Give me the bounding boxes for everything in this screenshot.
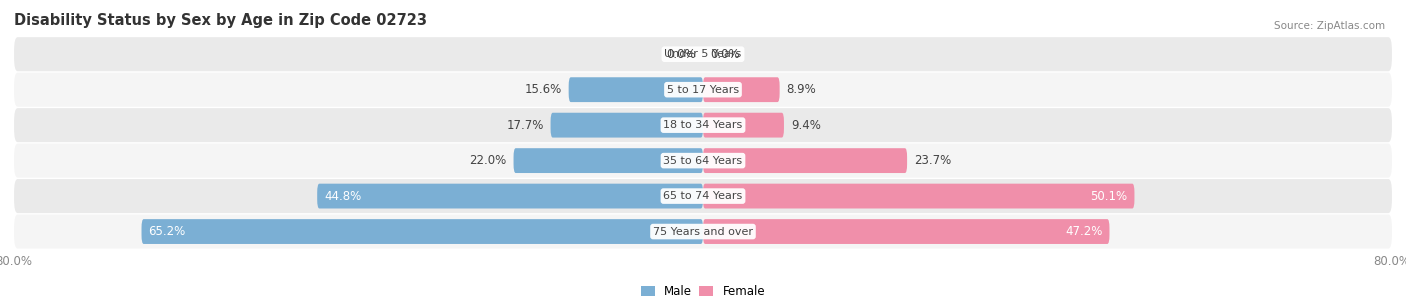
Text: Under 5 Years: Under 5 Years [665,49,741,59]
Text: 44.8%: 44.8% [323,190,361,202]
Text: 0.0%: 0.0% [710,48,740,61]
Text: 35 to 64 Years: 35 to 64 Years [664,156,742,166]
Text: 18 to 34 Years: 18 to 34 Years [664,120,742,130]
FancyBboxPatch shape [703,77,780,102]
FancyBboxPatch shape [513,148,703,173]
FancyBboxPatch shape [568,77,703,102]
Text: 65 to 74 Years: 65 to 74 Years [664,191,742,201]
Text: Source: ZipAtlas.com: Source: ZipAtlas.com [1274,21,1385,31]
FancyBboxPatch shape [703,219,1109,244]
Text: 23.7%: 23.7% [914,154,952,167]
FancyBboxPatch shape [318,184,703,209]
Text: Disability Status by Sex by Age in Zip Code 02723: Disability Status by Sex by Age in Zip C… [14,13,427,28]
Text: 50.1%: 50.1% [1091,190,1128,202]
FancyBboxPatch shape [703,184,1135,209]
FancyBboxPatch shape [703,148,907,173]
Text: 5 to 17 Years: 5 to 17 Years [666,85,740,95]
FancyBboxPatch shape [703,113,785,137]
Text: 47.2%: 47.2% [1066,225,1102,238]
Text: 8.9%: 8.9% [786,83,817,96]
Text: 22.0%: 22.0% [470,154,506,167]
FancyBboxPatch shape [14,108,1392,142]
FancyBboxPatch shape [142,219,703,244]
FancyBboxPatch shape [14,215,1392,249]
FancyBboxPatch shape [14,143,1392,178]
Text: 15.6%: 15.6% [524,83,562,96]
FancyBboxPatch shape [14,73,1392,107]
Text: 65.2%: 65.2% [149,225,186,238]
Text: 0.0%: 0.0% [666,48,696,61]
FancyBboxPatch shape [14,37,1392,71]
Text: 75 Years and over: 75 Years and over [652,226,754,237]
Legend: Male, Female: Male, Female [636,281,770,303]
FancyBboxPatch shape [551,113,703,137]
Text: 17.7%: 17.7% [506,119,544,132]
Text: 9.4%: 9.4% [790,119,821,132]
FancyBboxPatch shape [14,179,1392,213]
